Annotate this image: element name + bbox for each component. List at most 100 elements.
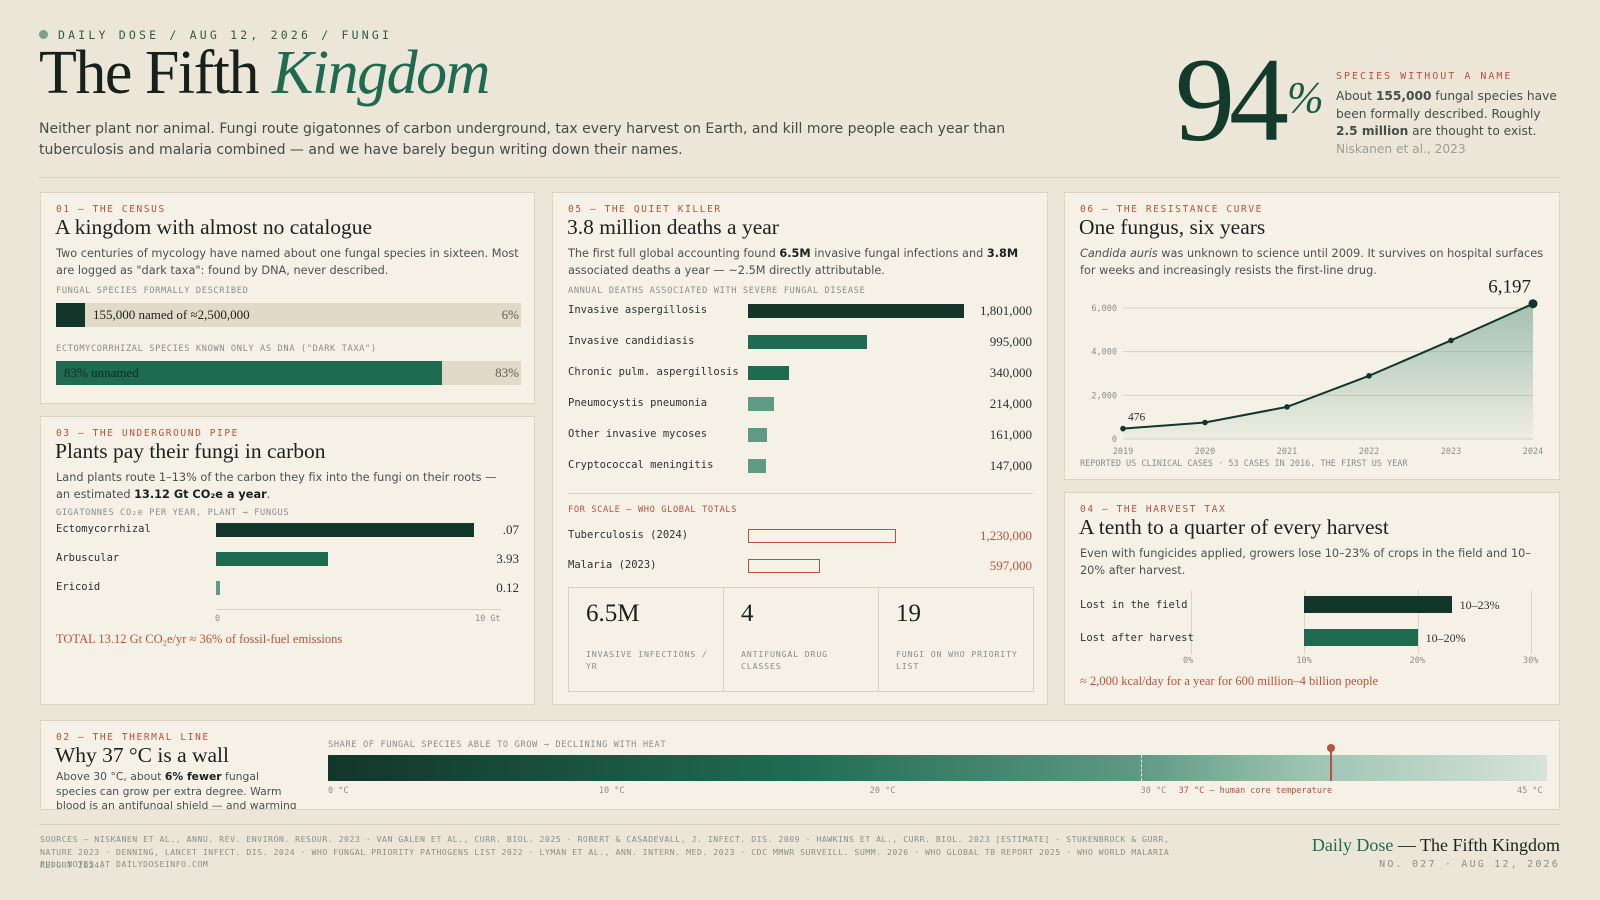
harvest-value: 10–23%: [1459, 598, 1500, 612]
killer-kicker: 05 — THE QUIET KILLER: [568, 204, 722, 215]
harvest-xtick: 30%: [1523, 656, 1539, 666]
thermal-tick: 30 °C: [1140, 786, 1167, 796]
thermal-heading: Why 37 °C is a wall: [55, 743, 230, 767]
harvest-note: ≈ 2,000 kcal/day for a year for 600 mill…: [1080, 674, 1379, 688]
harvest-value: 10–20%: [1425, 631, 1466, 645]
harvest-kicker: 04 — THE HARVEST TAX: [1080, 504, 1227, 515]
thermal-threshold-line: [1140, 755, 1142, 781]
scale-bar: [748, 559, 820, 573]
census-card: 01 — THE CENSUS A kingdom with almost no…: [40, 192, 535, 404]
resistance-heading: One fungus, six years: [1079, 215, 1266, 239]
auris-point: [1120, 425, 1126, 432]
scale-label: FOR SCALE — WHO GLOBAL TOTALS: [568, 505, 738, 515]
auris-point: [1366, 373, 1372, 379]
census-bar1-track: 155,000 named of ≈2,500,000 6%: [56, 303, 521, 327]
harvest-row-label: Lost in the field: [1080, 599, 1188, 611]
census-bar1-inner: 155,000 named of ≈2,500,000: [93, 307, 250, 322]
auris-xtick: 2023: [1441, 447, 1461, 457]
killer-stats: 6.5M INVASIVE INFECTIONS / YR 4 ANTIFUNGAL…: [568, 587, 1034, 692]
killer-card: 05 — THE QUIET KILLER 3.8 million deaths…: [552, 192, 1048, 705]
carbon-row-label: Arbuscular: [56, 552, 120, 564]
killer-heading: 3.8 million deaths a year: [567, 215, 779, 239]
big-stat-label: SPECIES WITHOUT A NAME: [1336, 71, 1513, 82]
resistance-card: 06 — THE RESISTANCE CURVE One fungus, si…: [1064, 192, 1560, 480]
underground-text: Land plants route 1–13% of the carbon th…: [56, 471, 497, 501]
big-stat-number: 94: [1175, 33, 1289, 166]
deaths-value: 161,000: [989, 427, 1032, 442]
auris-point: [1528, 299, 1538, 309]
deaths-value: 147,000: [989, 458, 1032, 473]
scale-row-label: Tuberculosis (2024): [568, 529, 689, 541]
auris-ytick: 2,000: [1091, 391, 1117, 401]
thermal-card: 02 — THE THERMAL LINE Why 37 °C is a wal…: [40, 720, 1560, 810]
thermal-tick: 45 °C: [1517, 786, 1543, 796]
stat-drug-classes: 4 ANTIFUNGAL DRUG CLASSES: [724, 588, 879, 691]
thermal-tick: 20 °C: [869, 786, 896, 796]
deaths-value: 214,000: [989, 396, 1032, 411]
census-bar1-fill: [56, 303, 85, 327]
census-bar2-fill: [56, 361, 442, 385]
thermal-kicker: 02 — THE THERMAL LINE: [56, 732, 210, 743]
underground-total: TOTAL 13.12 Gt CO₂e/yr ≈ 36% of fossil-f…: [56, 632, 343, 646]
census-bar2-inner: 83% unnamed: [64, 365, 139, 380]
auris-point: [1448, 337, 1454, 344]
thermal-gradient-bar: [328, 755, 1547, 781]
deaths-row-label: Other invasive mycoses: [568, 428, 708, 440]
carbon-axis-min: 0: [215, 614, 221, 624]
deaths-value: 1,801,000: [980, 303, 1032, 318]
underground-heading: Plants pay their fungi in carbon: [55, 439, 326, 463]
resistance-caption: REPORTED US CLINICAL CASES · 53 CASES IN…: [1080, 459, 1408, 469]
page-title: The Fifth Kingdom: [39, 38, 490, 109]
auris-point: [1202, 419, 1208, 426]
killer-divider: [568, 493, 1033, 494]
header-divider: [39, 177, 1560, 178]
big-stat-source: Niskanen et al., 2023: [1336, 141, 1466, 156]
auris-xtick: 2021: [1277, 447, 1297, 457]
deaths-chart-label: ANNUAL DEATHS ASSOCIATED WITH SEVERE FUN…: [568, 286, 866, 296]
census-text: Two centuries of mycology have named abo…: [56, 247, 519, 277]
deaths-bar: [748, 428, 768, 442]
underground-kicker: 03 — THE UNDERGROUND PIPE: [56, 428, 239, 439]
auris-point: [1284, 404, 1290, 410]
stat-priority-list: 19 FUNGI ON WHO PRIORITY LIST: [896, 600, 1018, 671]
thermal-text: Above 30 °C, about 6% fewer fungal speci…: [56, 770, 297, 810]
header-kicker: DAILY DOSE / AUG 12, 2026 / FUNGI: [58, 28, 393, 42]
harvest-xtick: 10%: [1296, 656, 1312, 666]
deaths-bar: [748, 366, 789, 380]
thermal-marker-line: [1330, 749, 1333, 781]
census-bar1-label: FUNGAL SPECIES FORMALLY DESCRIBED: [56, 286, 249, 296]
auris-xtick: 2022: [1359, 447, 1379, 457]
census-heading: A kingdom with almost no catalogue: [55, 215, 373, 239]
auris-line: [1122, 302, 1534, 430]
carbon-value: .07: [502, 522, 519, 537]
harvest-text: Even with fungicides applied, growers lo…: [1080, 547, 1531, 577]
harvest-xtick: 20%: [1409, 656, 1426, 666]
census-kicker: 01 — THE CENSUS: [56, 204, 166, 215]
footer-issue: NO. 027 · AUG 12, 2026: [1379, 859, 1560, 870]
killer-text: The first full global accounting found 6…: [568, 247, 1019, 277]
carbon-row-label: Ectomycorrhizal: [56, 523, 151, 535]
carbon-value: 3.93: [496, 551, 519, 566]
carbon-axis-line: [216, 609, 501, 610]
auris-ytick: 6,000: [1091, 304, 1117, 314]
deaths-value: 995,000: [989, 334, 1032, 349]
scale-value: 1,230,000: [980, 528, 1032, 543]
footer-brand: Daily Dose — The Fifth Kingdom: [1311, 835, 1560, 855]
carbon-bar: [216, 581, 220, 595]
deaths-bar: [748, 304, 964, 318]
thermal-bar-label: SHARE OF FUNGAL SPECIES ABLE TO GROW → D…: [328, 740, 667, 750]
resistance-text: Candida auris was unknown to science unt…: [1080, 247, 1544, 277]
harvest-heading: A tenth to a quarter of every harvest: [1079, 515, 1389, 539]
harvest-bar: [1304, 629, 1418, 646]
scale-value: 597,000: [989, 558, 1032, 573]
carbon-axis-max: 10 Gt: [475, 614, 501, 624]
auris-xtick: 2024: [1523, 447, 1543, 457]
big-stat-text: About 155,000 fungal species have been f…: [1336, 89, 1557, 156]
thermal-tick: 10 °C: [598, 786, 625, 796]
harvest-xtick: 0%: [1183, 656, 1194, 666]
status-dot-icon: [39, 30, 48, 39]
harvest-gridline: [1417, 590, 1419, 654]
harvest-row-label: Lost after harvest: [1080, 632, 1194, 644]
auris-area: [1123, 303, 1533, 439]
deaths-row-label: Pneumocystis pneumonia: [568, 397, 708, 409]
